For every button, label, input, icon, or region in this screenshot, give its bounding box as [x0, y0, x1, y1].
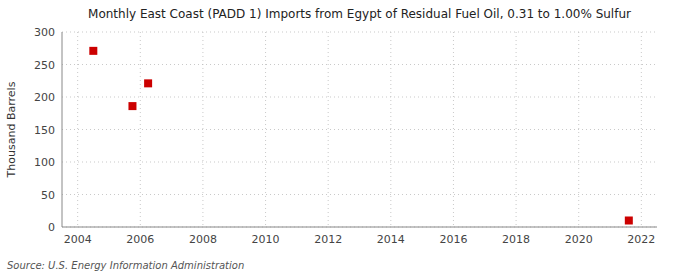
grid-line — [265, 32, 266, 227]
x-tick-label: 2018 — [502, 233, 530, 246]
point — [89, 47, 97, 55]
grid-line — [140, 32, 141, 227]
point — [144, 79, 152, 87]
grid-line — [641, 32, 642, 227]
y-tick-label: 300 — [34, 26, 55, 39]
point — [625, 217, 633, 225]
grid-line — [62, 162, 657, 163]
points — [89, 47, 633, 225]
title: Monthly East Coast (PADD 1) Imports from… — [88, 7, 631, 21]
point — [128, 102, 136, 110]
grid-line — [62, 97, 657, 98]
x-tick-label: 2016 — [439, 233, 467, 246]
y-axis-line — [62, 32, 63, 227]
x-tick-label: 2010 — [252, 233, 280, 246]
y-tick-label: 250 — [34, 59, 55, 72]
grid-line — [62, 32, 657, 33]
x-tick-label: 2012 — [314, 233, 342, 246]
chart-container: 0 50 100 150 200 250 300 2004 2006 2008 2010 2012 20… — [0, 0, 675, 275]
grid-line — [62, 129, 657, 130]
y-axis-title: Thousand Barrels — [5, 81, 18, 178]
x-tick-label: 2006 — [126, 233, 154, 246]
chart-svg: 0 50 100 150 200 250 300 2004 2006 2008 2010 2012 20… — [0, 0, 675, 275]
grid-line — [62, 227, 657, 228]
grid-line — [77, 32, 78, 227]
y-tick-label: 100 — [34, 156, 55, 169]
y-tick-label: 50 — [41, 189, 55, 202]
y-tick-label: 200 — [34, 91, 55, 104]
grid-line — [202, 32, 203, 227]
x-tick-label: 2020 — [565, 233, 593, 246]
grid-line — [578, 32, 579, 227]
y-tick-label: 0 — [48, 221, 55, 234]
grid-line — [62, 194, 657, 195]
x-tick-label: 2022 — [627, 233, 655, 246]
grid-line — [62, 64, 657, 65]
x-tick-label: 2008 — [189, 233, 217, 246]
grid-line — [328, 32, 329, 227]
grid-line — [453, 32, 454, 227]
x-tick-label: 2014 — [377, 233, 405, 246]
x-tick-label: 2004 — [64, 233, 92, 246]
x-axis-line — [62, 227, 657, 228]
grid — [62, 32, 657, 227]
source-note: Source: U.S. Energy Information Administ… — [7, 260, 244, 271]
y-tick-label: 150 — [34, 124, 55, 137]
grid-line — [516, 32, 517, 227]
grid-line — [390, 32, 391, 227]
